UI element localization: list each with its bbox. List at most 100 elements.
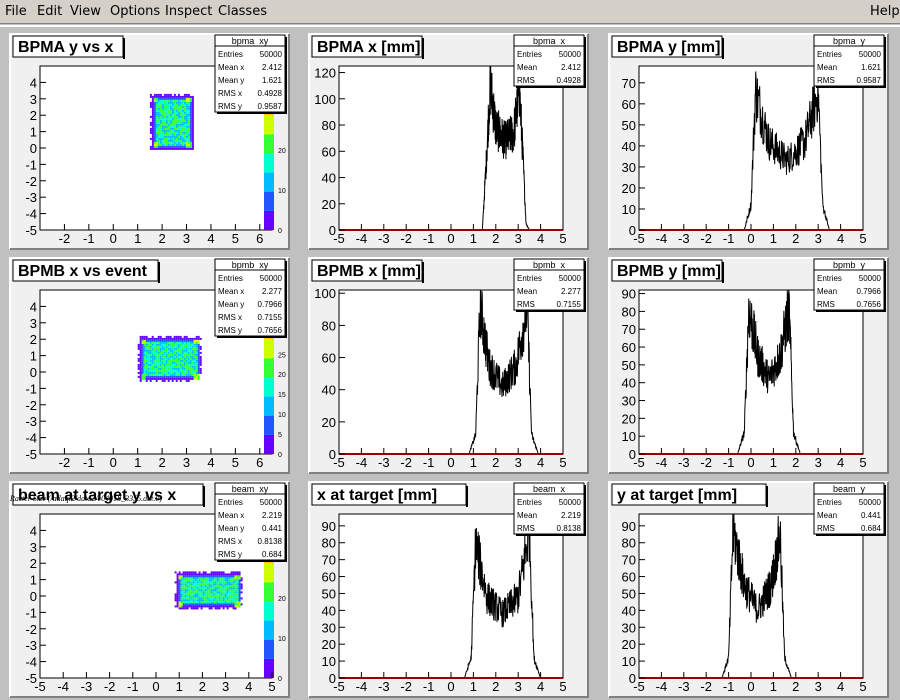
heatmap-cell — [208, 579, 211, 582]
heatmap-cell — [234, 607, 237, 610]
heatmap-cell — [163, 339, 166, 342]
heatmap-cell — [161, 345, 164, 348]
heatmap-cell — [175, 141, 178, 144]
menu-options[interactable]: Options — [110, 4, 161, 19]
heatmap-cell — [204, 603, 207, 606]
heatmap-cell — [169, 147, 172, 150]
heatmap-cell — [187, 373, 190, 376]
heatmap-cell — [200, 607, 203, 610]
heatmap-cell — [196, 593, 199, 596]
heatmap-cell — [184, 589, 187, 592]
heatmap-cell — [195, 371, 198, 374]
heatmap-cell — [196, 577, 199, 580]
heatmap-cell — [186, 581, 189, 584]
heatmap-cell — [159, 335, 162, 338]
heatmap-cell — [194, 595, 197, 598]
heatmap-cell — [149, 137, 152, 140]
x-tick-label: 1 — [470, 455, 477, 470]
heatmap-cell — [159, 93, 162, 96]
heatmap-cell — [143, 345, 146, 348]
heatmap-cell — [177, 349, 180, 352]
y-tick-label: 40 — [322, 383, 336, 398]
heatmap-cell — [222, 599, 225, 602]
heatmap-cell — [194, 589, 197, 592]
heatmap-cell — [171, 127, 174, 130]
heatmap-cell — [196, 587, 199, 590]
heatmap-cell — [177, 109, 180, 112]
menu-inspect[interactable]: Inspect — [165, 4, 213, 19]
heatmap-cell — [189, 359, 192, 362]
heatmap-cell — [167, 129, 170, 132]
heatmap-cell — [149, 359, 152, 362]
menu-classes[interactable]: Classes — [218, 4, 267, 19]
menu-view[interactable]: View — [70, 4, 101, 19]
heatmap-cell — [196, 601, 199, 604]
heatmap-cell — [165, 359, 168, 362]
heatmap-cell — [184, 603, 187, 606]
menu-edit[interactable]: Edit — [37, 4, 63, 19]
heatmap-cell — [185, 145, 188, 148]
heatmap-cell — [165, 147, 168, 150]
heatmap-cell — [197, 359, 200, 362]
heatmap-cell — [206, 599, 209, 602]
heatmap-cell — [197, 369, 200, 372]
heatmap-cell — [204, 593, 207, 596]
heatmap-cell — [228, 581, 231, 584]
heatmap-cell — [189, 109, 192, 112]
heatmap-cell — [176, 589, 179, 592]
heatmap-cell — [180, 601, 183, 604]
heatmap-cell — [176, 579, 179, 582]
heatmap-cell — [191, 119, 194, 122]
heatmap-cell — [159, 353, 162, 356]
heatmap-cell — [192, 597, 195, 600]
heatmap-cell — [204, 581, 207, 584]
stats-label: RMS — [817, 76, 835, 85]
heatmap-cell — [189, 339, 192, 342]
stats-value: 0.684 — [861, 524, 882, 533]
heatmap-cell — [185, 357, 188, 360]
heatmap-cell — [151, 95, 154, 98]
heatmap-cell — [171, 101, 174, 104]
heatmap-cell — [159, 341, 162, 344]
heatmap-cell — [240, 579, 243, 582]
heatmap-cell — [226, 573, 229, 576]
heatmap-cell — [195, 357, 198, 360]
heatmap-cell — [175, 113, 178, 116]
heatmap-cell — [157, 107, 160, 110]
heatmap-cell — [151, 341, 154, 344]
heatmap-cell — [161, 339, 164, 342]
x-tick-label: -2 — [700, 455, 712, 470]
heatmap-cell — [173, 361, 176, 364]
heatmap-cell — [141, 343, 144, 346]
heatmap-cell — [185, 343, 188, 346]
menu-help[interactable]: Help — [870, 4, 900, 19]
heatmap-cell — [159, 361, 162, 364]
heatmap-cell — [171, 147, 174, 150]
heatmap-cell — [182, 599, 185, 602]
heatmap-cell — [174, 597, 177, 600]
heatmap-cell — [137, 365, 140, 368]
heatmap-cell — [183, 93, 186, 96]
heatmap-cell — [143, 357, 146, 360]
y-tick-label: 0 — [30, 365, 37, 380]
heatmap-cell — [175, 339, 178, 342]
heatmap-cell — [189, 355, 192, 358]
x-tick-label: 1 — [770, 455, 777, 470]
menu-file[interactable]: File — [5, 4, 27, 19]
heatmap-cell — [216, 601, 219, 604]
heatmap-cell — [216, 581, 219, 584]
heatmap-cell — [181, 103, 184, 106]
heatmap-cell — [173, 137, 176, 140]
heatmap-cell — [153, 127, 156, 130]
heatmap-cell — [139, 371, 142, 374]
x-tick-label: 1 — [134, 455, 141, 470]
heatmap-cell — [196, 599, 199, 602]
heatmap-cell — [155, 145, 158, 148]
heatmap-cell — [198, 593, 201, 596]
heatmap-cell — [185, 131, 188, 134]
heatmap-cell — [159, 141, 162, 144]
heatmap-cell — [214, 601, 217, 604]
heatmap-cell — [193, 371, 196, 374]
heatmap-cell — [226, 575, 229, 578]
